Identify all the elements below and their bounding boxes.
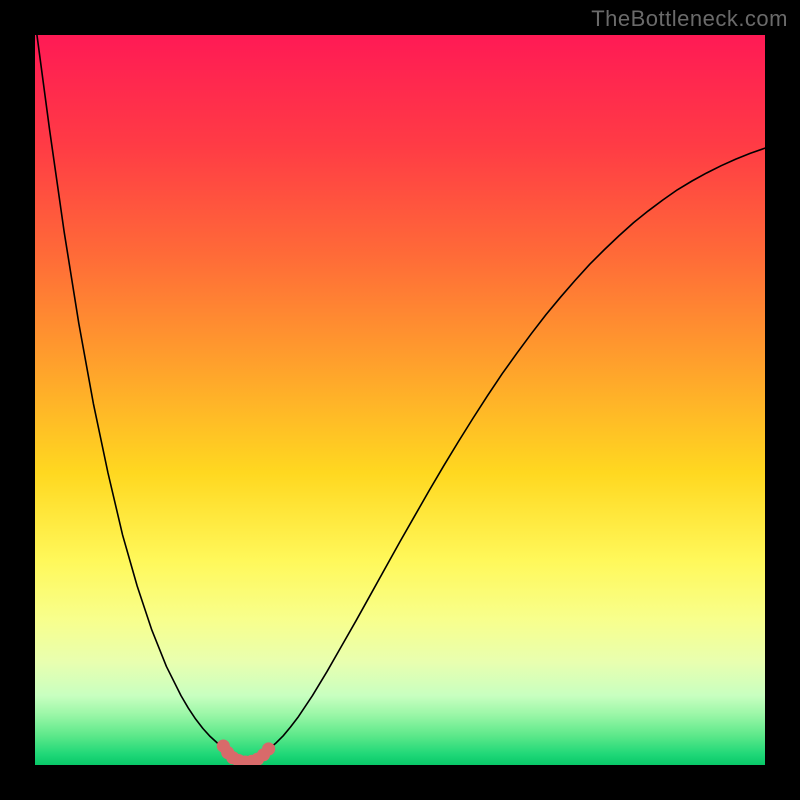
- watermark-text: TheBottleneck.com: [591, 6, 788, 32]
- gradient-background: [35, 35, 765, 765]
- bottleneck-chart: [35, 35, 765, 765]
- marker-dot: [262, 742, 275, 755]
- chart-svg: [35, 35, 765, 765]
